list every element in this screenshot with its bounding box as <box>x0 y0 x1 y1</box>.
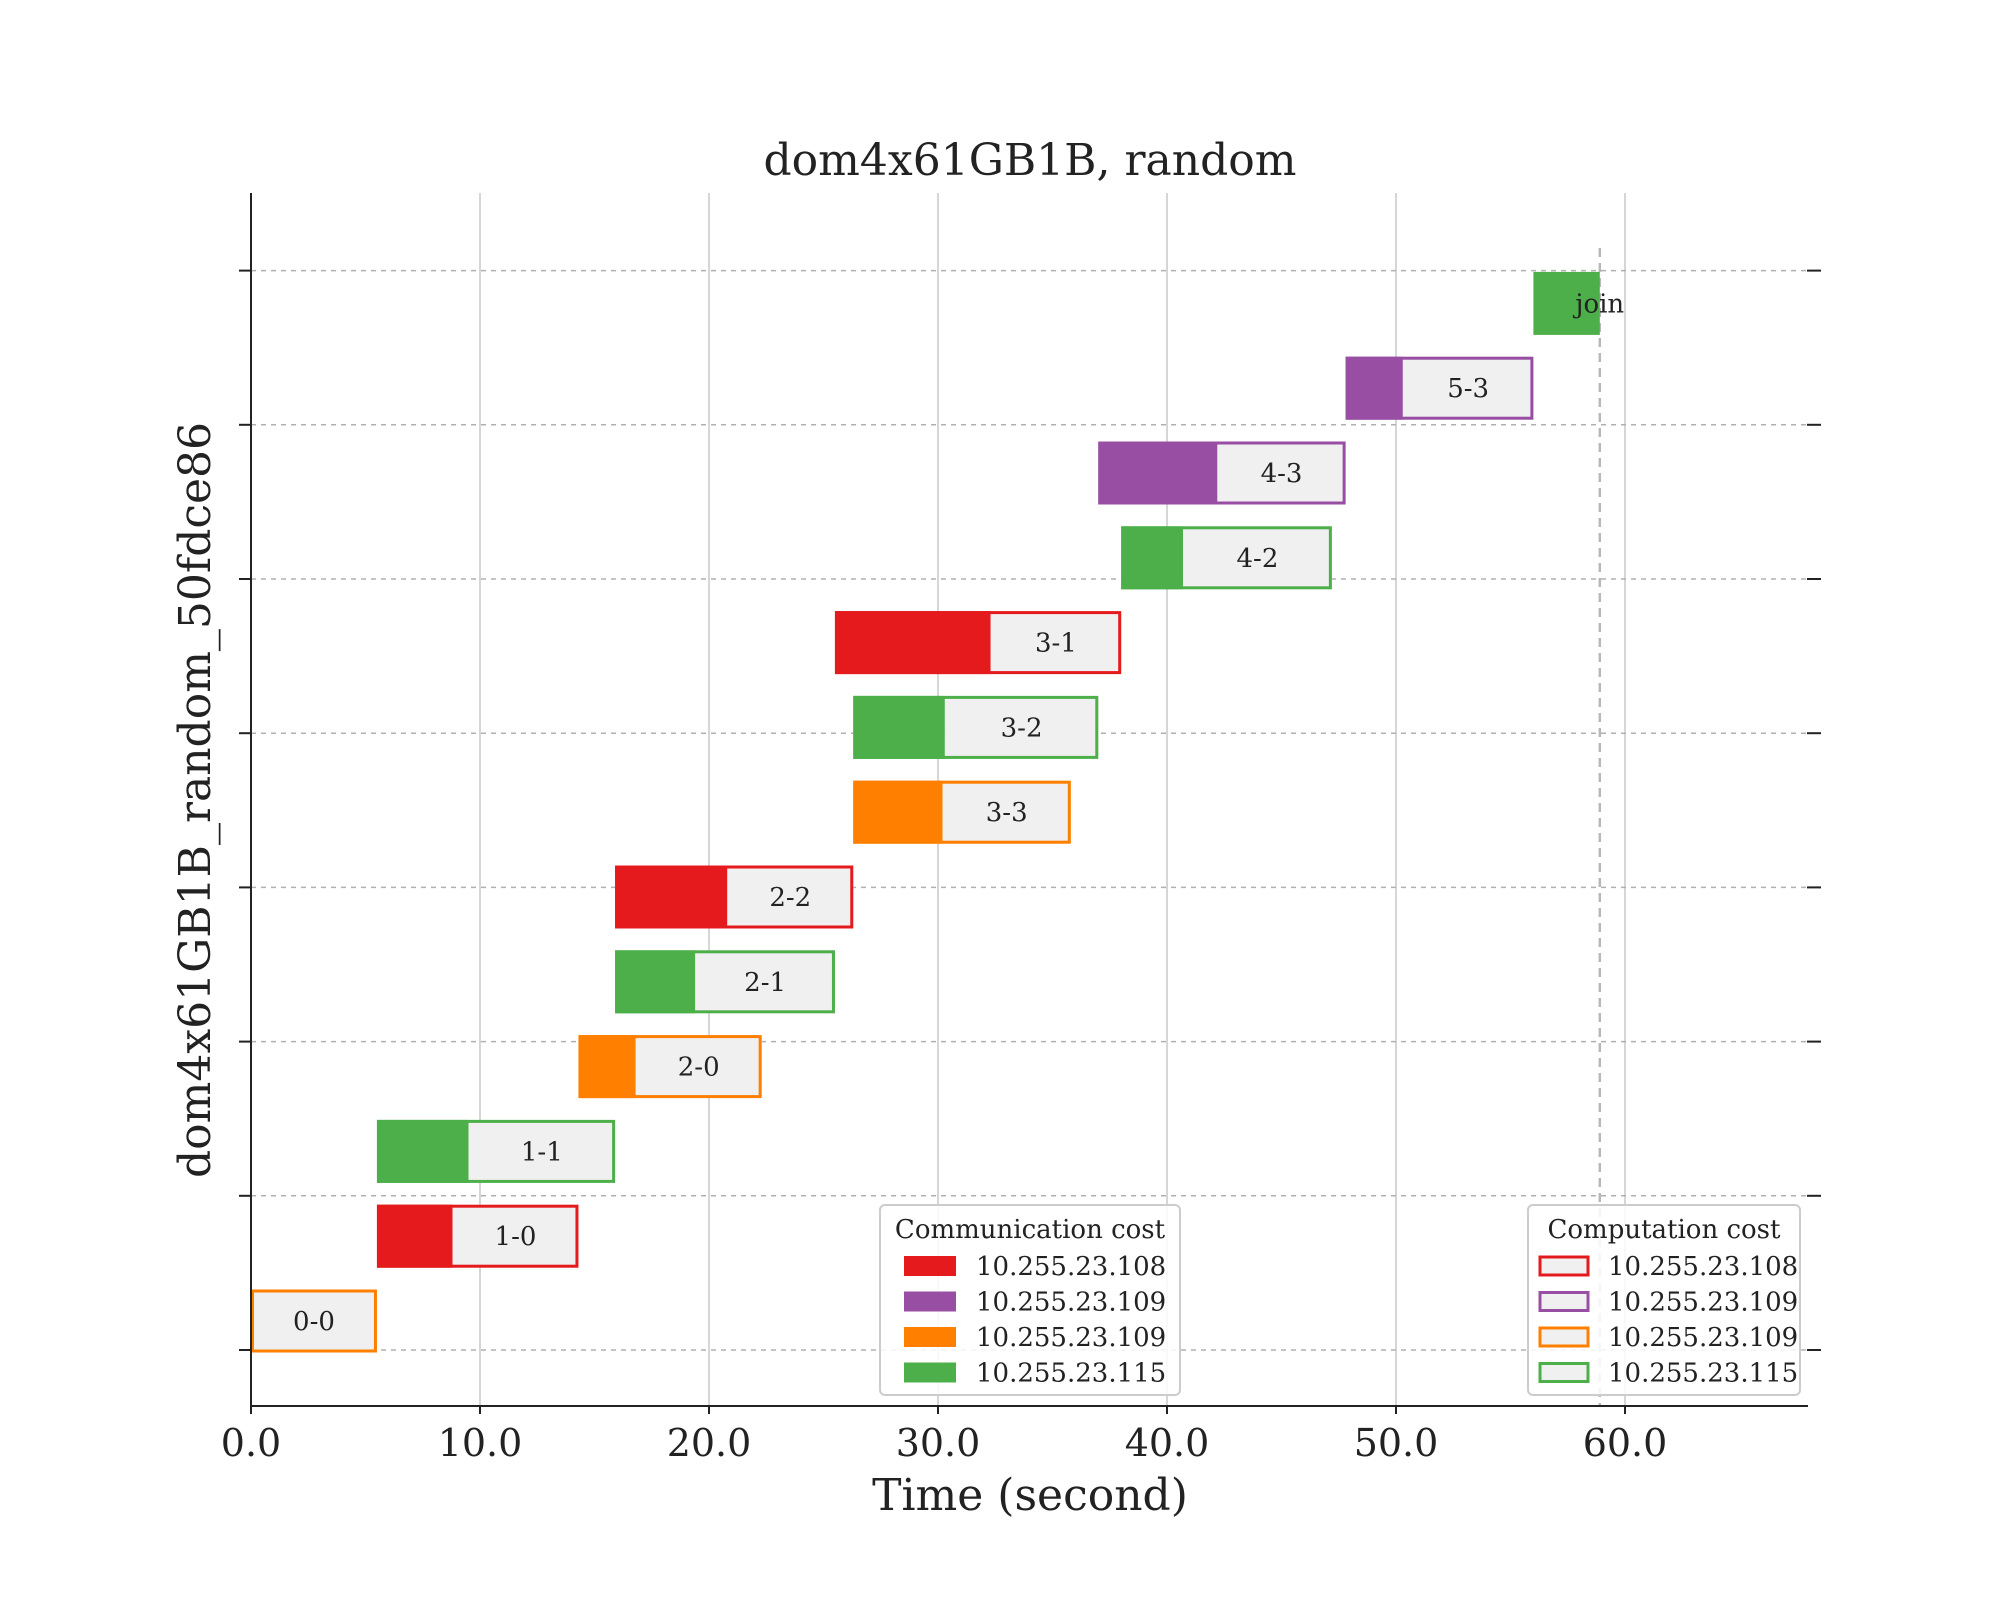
legend-entry-label: 10.255.23.109 <box>976 1323 1166 1353</box>
comp-bar-0-0 <box>251 1289 377 1353</box>
comm-bar-1-0 <box>376 1204 453 1268</box>
comm-bar-3-3 <box>853 780 943 844</box>
legend-swatch <box>904 1327 956 1347</box>
comp-bar-3-3 <box>942 780 1071 844</box>
comm-bar-4-2 <box>1121 526 1184 590</box>
comp-bar-3-2 <box>944 695 1099 759</box>
x-tick-label: 40.0 <box>1125 1421 1210 1465</box>
task-label: 4-2 <box>1237 544 1279 574</box>
comm-bar-5-3 <box>1345 356 1403 420</box>
legend-swatch <box>1538 1362 1590 1383</box>
legend-frame <box>879 1204 1181 1396</box>
comp-bar-4-3 <box>1217 441 1346 505</box>
task-2-1: 2-1 <box>615 950 835 1014</box>
legend-title: Computation cost <box>1548 1215 1782 1245</box>
task-3-3: 3-3 <box>853 780 1071 844</box>
x-tick-label: 50.0 <box>1354 1421 1439 1465</box>
comp-bar-1-0 <box>452 1204 579 1268</box>
task-label: 3-2 <box>1001 713 1043 743</box>
axes-layer <box>250 193 1808 1407</box>
comm-bar-2-2 <box>615 865 728 929</box>
task-5-3: 5-3 <box>1345 356 1534 420</box>
task-outline-2-1 <box>615 950 835 1014</box>
legend-communication: Communication cost 10.255.23.108 10.255.23… <box>879 1204 1181 1396</box>
task-label: 3-3 <box>986 798 1028 828</box>
legend-swatch <box>904 1256 956 1276</box>
comm-bar-2-0 <box>578 1035 636 1099</box>
legend-entry-label: 10.255.23.109 <box>1608 1323 1798 1353</box>
task-2-2: 2-2 <box>615 865 854 929</box>
bar-layer: 0-0 1-0 1-1 2-0 2-1 2-2 3-3 3-2 3-1 4-2 4-3 5-3 join <box>251 271 1624 1353</box>
task-outline-1-1 <box>376 1119 616 1183</box>
comp-bar-4-2 <box>1183 526 1332 590</box>
x-tick-label: 0.0 <box>221 1421 281 1465</box>
task-label: 1-0 <box>495 1222 537 1252</box>
tick-layer: 0.0 10.0 20.0 30.0 40.0 50.0 60.0 <box>221 269 1821 1465</box>
task-outline-4-3 <box>1098 441 1346 505</box>
x-tick-label: 10.0 <box>438 1421 523 1465</box>
comm-bar-4-3 <box>1098 441 1218 505</box>
task-outline-3-3 <box>853 780 1071 844</box>
legend-entry-label: 10.255.23.115 <box>976 1359 1166 1389</box>
legend-entry-label: 10.255.23.108 <box>976 1252 1166 1282</box>
task-outline-3-1 <box>834 611 1122 675</box>
comm-bar-3-2 <box>853 695 945 759</box>
task-label: 2-2 <box>769 883 811 913</box>
task-3-1: 3-1 <box>834 611 1122 675</box>
task-4-2: 4-2 <box>1121 526 1332 590</box>
legend-layer: Communication cost 10.255.23.108 10.255.23… <box>879 1204 1801 1396</box>
task-outline-0-0 <box>251 1289 377 1353</box>
task-1-1: 1-1 <box>376 1119 616 1183</box>
x-axis-label: Time (second) <box>872 1470 1188 1521</box>
legend-entry-label: 10.255.23.115 <box>1608 1359 1798 1389</box>
x-tick-label: 20.0 <box>667 1421 752 1465</box>
legend-computation: Computation cost 10.255.23.108 10.255.23.1… <box>1527 1204 1801 1396</box>
task-label: 2-1 <box>744 968 786 998</box>
comp-bar-3-1 <box>990 611 1122 675</box>
comm-bar-1-1 <box>376 1119 469 1183</box>
comp-bar-2-2 <box>727 865 854 929</box>
legend-entry-label: 10.255.23.109 <box>976 1288 1166 1318</box>
task-4-3: 4-3 <box>1098 441 1346 505</box>
comp-bar-2-1 <box>695 950 835 1014</box>
task-label: join <box>1572 289 1624 319</box>
task-label: 2-0 <box>678 1053 720 1083</box>
task-outline-2-0 <box>578 1035 762 1099</box>
task-outline-3-2 <box>853 695 1099 759</box>
comm-bar-join <box>1533 271 1600 335</box>
task-label: 4-3 <box>1261 459 1303 489</box>
task-outline-4-2 <box>1121 526 1332 590</box>
legend-entry-label: 10.255.23.109 <box>1608 1288 1798 1318</box>
y-axis-label: dom4x61GB1B_random_50fdce86 <box>170 422 221 1178</box>
legend-entry-label: 10.255.23.108 <box>1608 1252 1798 1282</box>
task-label: 0-0 <box>293 1307 335 1337</box>
task-label: 1-1 <box>521 1137 563 1167</box>
comp-bar-2-0 <box>635 1035 762 1099</box>
x-tick-label: 30.0 <box>896 1421 981 1465</box>
task-join: join <box>1533 271 1624 335</box>
x-tick-label: 60.0 <box>1583 1421 1668 1465</box>
comp-bar-5-3 <box>1402 356 1534 420</box>
legend-swatch <box>904 1362 956 1383</box>
legend-swatch <box>1538 1255 1590 1277</box>
legend-swatch <box>1538 1291 1590 1312</box>
task-0-0: 0-0 <box>251 1289 377 1353</box>
comm-bar-3-1 <box>834 611 991 675</box>
legend-swatch <box>1538 1326 1590 1348</box>
task-label: 5-3 <box>1447 374 1489 404</box>
comm-bar-2-1 <box>615 950 696 1014</box>
chart-title: dom4x61GB1B, random <box>764 135 1297 186</box>
legend-swatch <box>904 1291 956 1312</box>
task-outline-1-0 <box>376 1204 579 1268</box>
task-1-0: 1-0 <box>376 1204 579 1268</box>
task-2-0: 2-0 <box>578 1035 762 1099</box>
task-outline-5-3 <box>1345 356 1534 420</box>
task-outline-2-2 <box>615 865 854 929</box>
task-3-2: 3-2 <box>853 695 1099 759</box>
legend-title: Communication cost <box>895 1215 1166 1245</box>
task-label: 3-1 <box>1035 629 1077 659</box>
comp-bar-1-1 <box>468 1119 616 1183</box>
legend-frame <box>1527 1204 1801 1396</box>
